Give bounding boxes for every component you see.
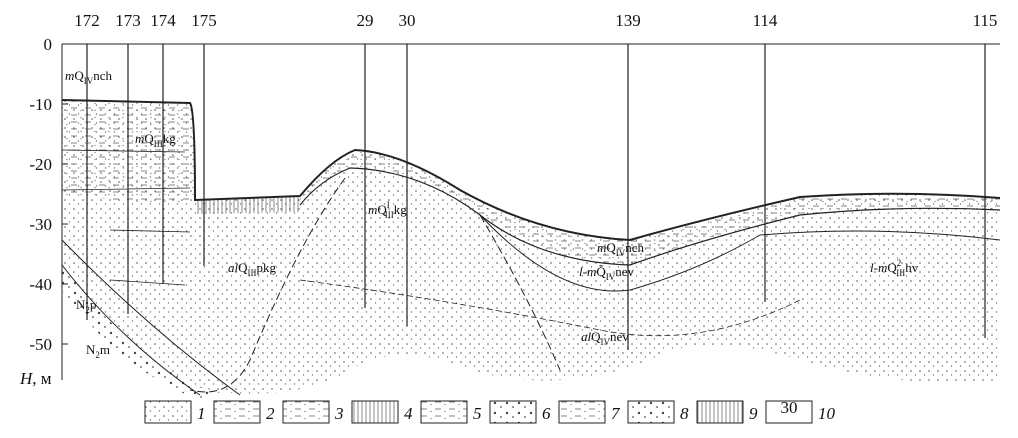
- borehole-label: 29: [357, 11, 374, 30]
- borehole-label: 172: [74, 11, 100, 30]
- legend-number: 9: [749, 404, 758, 423]
- legend-swatch: [490, 401, 536, 423]
- borehole-label: 115: [973, 11, 998, 30]
- borehole-label: 114: [753, 11, 778, 30]
- label-sub: IV: [601, 337, 611, 347]
- depth-tick-label: 0: [44, 35, 53, 54]
- label-prefix: m: [65, 68, 74, 83]
- legend-number: 5: [473, 404, 482, 423]
- label-suffix: m: [100, 342, 110, 357]
- legend-number: 2: [266, 404, 275, 423]
- legend-number: 4: [404, 404, 413, 423]
- geology: [62, 100, 1000, 400]
- legend-swatch: [697, 401, 743, 423]
- label-sup: 2: [897, 258, 902, 268]
- legend-swatch: [283, 401, 329, 423]
- layer-label: mQIVnch: [65, 68, 113, 86]
- borehole-label: 173: [115, 11, 141, 30]
- label-suffix: kg: [163, 131, 177, 146]
- label-sub: III: [154, 139, 163, 149]
- label-suffix: kg: [394, 202, 408, 217]
- legend-swatch: [214, 401, 260, 423]
- label-sub: III: [248, 268, 257, 278]
- depth-tick-label: -40: [29, 275, 52, 294]
- legend-swatch: [145, 401, 191, 423]
- label-suffix: nch: [93, 68, 112, 83]
- legend-swatch: [559, 401, 605, 423]
- label-suffix: pkg: [257, 260, 277, 275]
- axis-unit: , м: [32, 369, 52, 388]
- legend-sample: 30: [781, 398, 798, 417]
- label-prefix: al: [228, 260, 239, 275]
- depth-tick-label: -50: [29, 335, 52, 354]
- depth-tick-label: -20: [29, 155, 52, 174]
- label-sub: IV: [616, 248, 626, 258]
- borehole-label: 139: [615, 11, 641, 30]
- borehole-label: 174: [150, 11, 176, 30]
- legend-number: 1: [197, 404, 206, 423]
- label-prefix: al: [581, 329, 592, 344]
- legend-number: 7: [611, 404, 621, 423]
- legend-number: 8: [680, 404, 689, 423]
- label-prefix: m: [135, 131, 144, 146]
- borehole-label: 30: [399, 11, 416, 30]
- label-prefix: m: [368, 202, 377, 217]
- label-sub: IV: [606, 272, 616, 282]
- layer-label: N2m: [86, 342, 110, 360]
- borehole-label: 175: [191, 11, 217, 30]
- depth-tick-label: -10: [29, 95, 52, 114]
- legend-number: 6: [542, 404, 551, 423]
- cross-section: H, м 0-10-20-30-40-501721731741752930139…: [0, 0, 1018, 433]
- legend-swatch: [352, 401, 398, 423]
- label-suffix: nev: [610, 329, 629, 344]
- label-prefix: l-m: [870, 260, 887, 275]
- legend-swatch: [421, 401, 467, 423]
- legend-number: 3: [334, 404, 344, 423]
- label-prefix: m: [597, 240, 606, 255]
- label-suffix: nev: [615, 264, 634, 279]
- label-suffix: nch: [625, 240, 644, 255]
- legend-swatch: [628, 401, 674, 423]
- label-sub: IV: [84, 76, 94, 86]
- label-prefix: l-m: [579, 264, 596, 279]
- label-sup: I: [387, 200, 390, 210]
- label-suffix: p: [90, 297, 97, 312]
- label-sub: III: [385, 210, 394, 220]
- label-sub: III: [896, 268, 905, 278]
- legend-number: 10: [818, 404, 836, 423]
- depth-tick-label: -30: [29, 215, 52, 234]
- axis-label: H, м: [19, 369, 52, 388]
- label-suffix: hv: [905, 260, 919, 275]
